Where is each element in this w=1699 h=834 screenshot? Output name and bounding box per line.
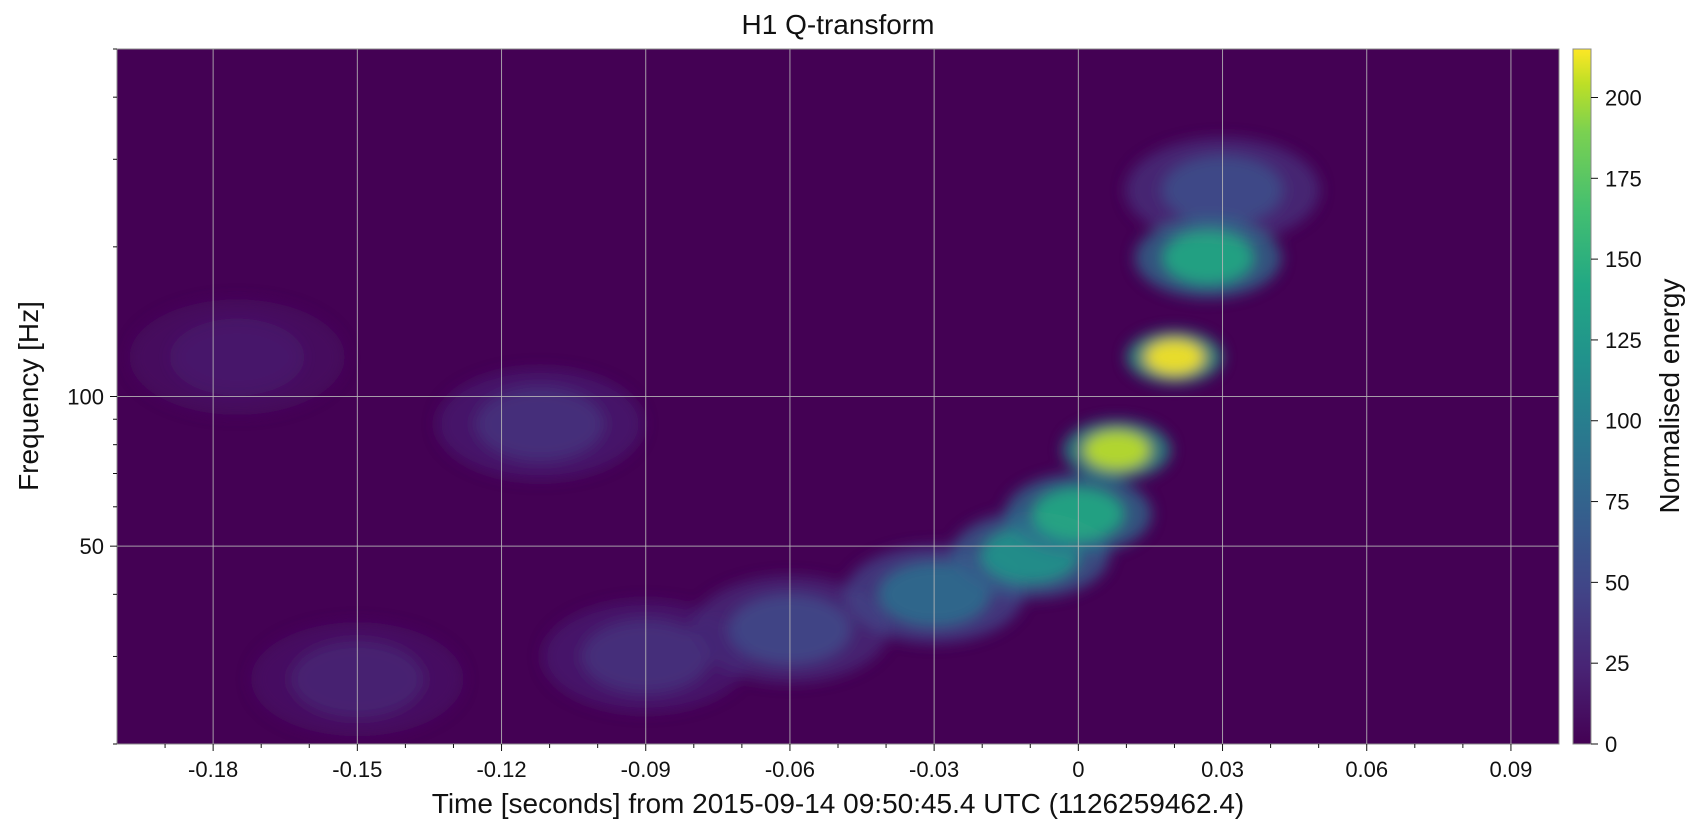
colorbar-tick-label: 100 [1605, 409, 1642, 434]
colorbar-tick-label: 200 [1605, 85, 1642, 110]
x-axis-ticks: -0.18 -0.15 -0.12 -0.09 -0.06 -0.03 0 0.03 0.06 0… [164, 744, 1533, 782]
grid-lines [117, 49, 1559, 744]
x-tick-label: -0.06 [765, 757, 815, 782]
colorbar-tick-label: 50 [1605, 570, 1629, 595]
colorbar-tick-label: 0 [1605, 732, 1617, 757]
plot-area [116, 48, 1560, 745]
colorbar-tick-label: 150 [1605, 247, 1642, 272]
x-tick-label: -0.15 [332, 757, 382, 782]
colorbar-tick-label: 25 [1605, 651, 1629, 676]
y-axis-label: Frequency [Hz] [13, 301, 44, 491]
y-tick-label: 50 [80, 534, 104, 559]
colorbar-tick-label: 125 [1605, 328, 1642, 353]
energy-core [475, 387, 605, 462]
x-tick-label: 0 [1072, 757, 1084, 782]
y-tick-label: 100 [67, 385, 104, 410]
colorbar-gradient [1572, 48, 1592, 745]
x-tick-label: -0.12 [476, 757, 526, 782]
energy-core [1083, 430, 1151, 471]
colorbar-ticks: 0 25 50 75 100 125 150 175 200 [1591, 85, 1642, 757]
y-axis-ticks: 50 100 [67, 48, 117, 745]
energy-core [1144, 339, 1205, 376]
chart-title: H1 Q-transform [742, 9, 935, 40]
x-axis-label: Time [seconds] from 2015-09-14 09:50:45.… [432, 788, 1244, 819]
x-tick-label: 0.06 [1345, 757, 1388, 782]
x-tick-label: 0.03 [1201, 757, 1244, 782]
colorbar-tick-label: 175 [1605, 166, 1642, 191]
x-tick-label: -0.03 [909, 757, 959, 782]
energy-core [1162, 231, 1254, 285]
colorbar: 0 25 50 75 100 125 150 175 200 Normalised energy [1572, 48, 1685, 757]
energy-core [169, 318, 305, 396]
x-tick-label: -0.18 [188, 757, 238, 782]
colorbar-tick-label: 75 [1605, 490, 1629, 515]
x-tick-label: -0.09 [621, 757, 671, 782]
colorbar-label: Normalised energy [1654, 279, 1685, 514]
x-tick-label: 0.09 [1490, 757, 1533, 782]
